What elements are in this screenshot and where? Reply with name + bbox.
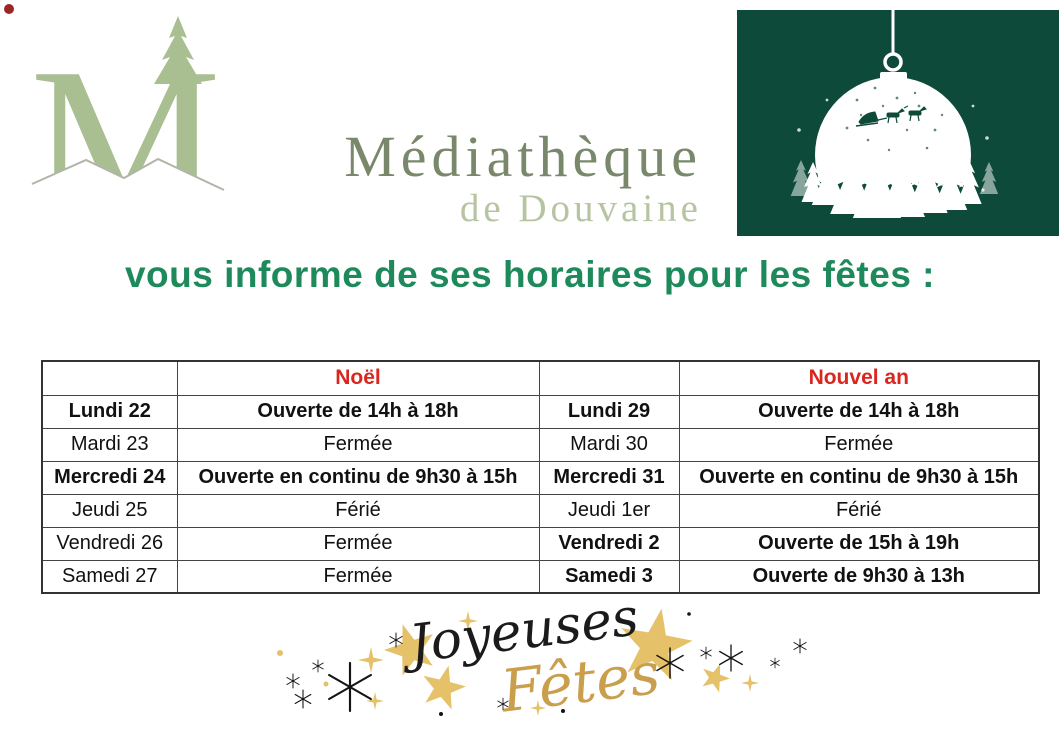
day-cell: Mardi 30 [538, 427, 680, 462]
holiday-greeting-decoration: Joyeuses Fêtes [277, 596, 813, 726]
day-cell: Jeudi 1er [538, 493, 680, 528]
snow-speckles [845, 86, 944, 152]
hours-cell: Férié [678, 493, 1040, 528]
red-dot-artifact [4, 4, 14, 14]
hours-cell: Ouverte en continu de 9h30 à 15h [678, 460, 1040, 495]
pine-tree-icon [154, 16, 202, 84]
mediatheque-logo: M [30, 16, 225, 220]
mountain-icon [32, 159, 224, 219]
headline: vous informe de ses horaires pour les fê… [124, 254, 936, 295]
brand-block: Médiathèque de Douvaine [344, 124, 702, 230]
ornament-ring [883, 52, 903, 72]
table-row: Samedi 27 Fermée Samedi 3 Ouverte de 9h3… [41, 559, 1040, 594]
hours-table: Noël Nouvel an Lundi 22 Ouverte de 14h à… [41, 360, 1040, 594]
hours-cell: Ouverte de 15h à 19h [678, 526, 1040, 561]
hours-cell: Fermée [176, 526, 540, 561]
day-cell: Jeudi 25 [41, 493, 178, 528]
black-dot-icons [439, 612, 691, 716]
day-cell: Lundi 29 [538, 394, 680, 429]
outer-snow-dots [797, 98, 989, 192]
hours-cell: Ouverte de 14h à 18h [678, 394, 1040, 429]
table-row: Mercredi 24 Ouverte en continu de 9h30 à… [41, 460, 1040, 495]
hours-cell: Ouverte de 14h à 18h [176, 394, 540, 429]
table-row: Lundi 22 Ouverte de 14h à 18h Lundi 29 O… [41, 394, 1040, 429]
day-cell: Mercredi 31 [538, 460, 680, 495]
table-row: Jeudi 25 Férié Jeudi 1er Férié [41, 493, 1040, 528]
hours-cell: Fermée [176, 427, 540, 462]
table-row: Mardi 23 Fermée Mardi 30 Fermée [41, 427, 1040, 462]
santa-sleigh-icon [855, 105, 927, 127]
hours-cell: Férié [176, 493, 540, 528]
header-empty-left [41, 360, 178, 396]
header-empty-right [538, 360, 680, 396]
day-cell: Samedi 27 [41, 559, 178, 594]
christmas-bauble-panel [737, 10, 1059, 236]
day-cell: Vendredi 26 [41, 526, 178, 561]
brand-name: Médiathèque [344, 124, 702, 189]
hours-cell: Ouverte en continu de 9h30 à 15h [176, 460, 540, 495]
hours-cell: Fermée [678, 427, 1040, 462]
hours-cell: Fermée [176, 559, 540, 594]
header-nouvel-an: Nouvel an [678, 360, 1040, 396]
day-cell: Lundi 22 [41, 394, 178, 429]
hours-cell: Ouverte de 9h30 à 13h [678, 559, 1040, 594]
brand-subtitle: de Douvaine [459, 187, 702, 230]
header-noel: Noël [176, 360, 540, 396]
day-cell: Mercredi 24 [41, 460, 178, 495]
table-header-row: Noël Nouvel an [41, 360, 1040, 396]
day-cell: Samedi 3 [538, 559, 680, 594]
gold-star-icons [277, 602, 759, 716]
day-cell: Mardi 23 [41, 427, 178, 462]
day-cell: Vendredi 2 [538, 526, 680, 561]
table-row: Vendredi 26 Fermée Vendredi 2 Ouverte de… [41, 526, 1040, 561]
mountain-outline [31, 157, 225, 191]
